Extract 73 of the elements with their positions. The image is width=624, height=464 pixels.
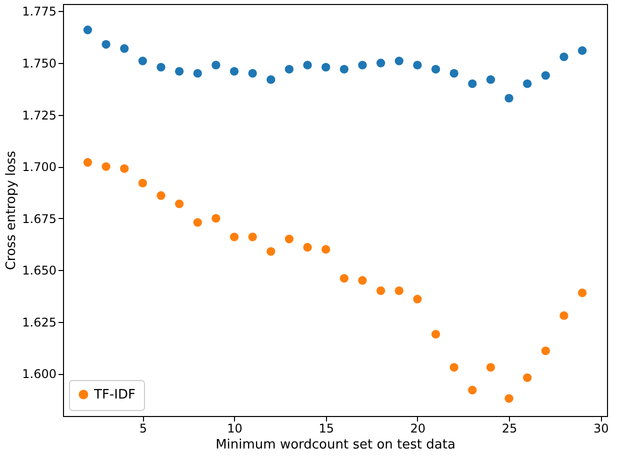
point (322, 62, 330, 72)
point (174, 66, 184, 76)
point (284, 64, 294, 74)
point (376, 58, 386, 68)
point (394, 56, 404, 66)
point (486, 75, 496, 84)
y-tick-label: 1.750 (22, 56, 56, 71)
point (120, 44, 129, 53)
x-axis-title: Minimum wordcount set on test data (216, 438, 456, 452)
point (193, 69, 202, 78)
point (248, 69, 257, 78)
point (504, 94, 514, 103)
y-axis-title: Cross entropy loss (4, 150, 20, 270)
point (174, 199, 184, 208)
x-tick-label: 20 (410, 422, 426, 436)
point (212, 60, 220, 70)
point (431, 330, 440, 339)
point (266, 75, 276, 84)
point (340, 64, 348, 74)
y-tick-label: 1.600 (22, 367, 56, 382)
y-tick-label: 1.675 (22, 212, 56, 226)
point (468, 386, 477, 394)
y-tick-label: 1.725 (22, 108, 56, 122)
point (431, 64, 440, 74)
point (358, 60, 367, 70)
x-tick-label: 25 (502, 422, 518, 436)
point (560, 52, 568, 62)
point (138, 56, 148, 66)
point (413, 60, 422, 70)
point (522, 79, 532, 88)
point (83, 158, 92, 167)
point (303, 60, 312, 70)
point (578, 46, 587, 55)
point (120, 164, 129, 173)
point (156, 62, 166, 72)
point (376, 286, 386, 296)
point (541, 346, 550, 356)
point (340, 274, 348, 283)
legend-label: TF-IDF (93, 388, 136, 402)
point (156, 191, 166, 200)
point (230, 232, 239, 242)
y-tick-label: 1.650 (22, 264, 56, 278)
point (504, 394, 514, 403)
point (358, 276, 367, 285)
point (303, 242, 312, 252)
y-tick-label: 1.700 (22, 160, 56, 174)
point (102, 162, 110, 171)
point (468, 79, 477, 88)
x-tick-label: 15 (318, 422, 334, 436)
point (450, 363, 458, 372)
y-tick-label: 1.625 (22, 315, 56, 330)
point (322, 245, 330, 254)
point (138, 178, 148, 188)
point (560, 311, 568, 320)
point (486, 363, 496, 372)
y-tick-label: 1.775 (22, 4, 56, 19)
point (450, 69, 458, 78)
point (284, 234, 294, 244)
point (248, 232, 257, 242)
point (394, 286, 404, 296)
point (266, 247, 276, 256)
point (102, 40, 110, 49)
x-tick-label: 30 (593, 422, 609, 436)
point (193, 218, 202, 227)
x-tick-label: 5 (139, 422, 147, 436)
point (541, 71, 550, 80)
point (83, 26, 92, 34)
point (212, 214, 220, 223)
x-tick-label: 10 (227, 422, 242, 436)
point (578, 288, 587, 298)
point (522, 373, 532, 382)
point (413, 294, 422, 304)
point (230, 66, 239, 76)
